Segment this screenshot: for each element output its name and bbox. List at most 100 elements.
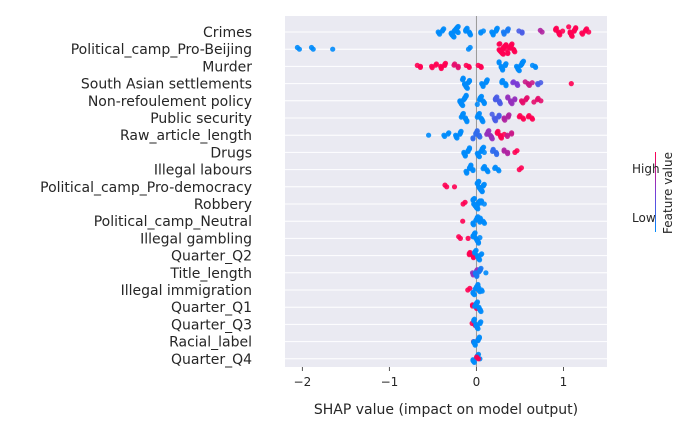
data-point	[481, 100, 487, 107]
data-point	[476, 334, 482, 340]
data-point	[526, 82, 533, 88]
data-point	[471, 316, 478, 322]
data-point	[494, 25, 500, 31]
data-point	[417, 64, 423, 70]
data-point	[429, 65, 435, 71]
data-point	[479, 251, 485, 257]
data-point	[475, 240, 482, 246]
data-point	[460, 75, 466, 81]
plot-area	[285, 16, 607, 367]
data-point	[490, 32, 496, 38]
data-point	[514, 148, 520, 154]
data-point	[473, 247, 479, 253]
data-point	[437, 31, 443, 37]
data-point	[451, 184, 458, 190]
data-point	[460, 218, 466, 224]
data-point	[454, 135, 460, 141]
x-axis-title: SHAP value (impact on model output)	[314, 402, 578, 418]
data-point	[467, 32, 474, 38]
data-point	[566, 24, 572, 30]
data-point	[481, 163, 488, 170]
data-point	[535, 82, 541, 88]
data-point	[479, 189, 485, 195]
data-point	[455, 23, 461, 30]
data-point	[466, 64, 472, 70]
data-point	[470, 167, 476, 174]
gridlines	[285, 31, 607, 360]
feature-label: Raw_article_length	[120, 128, 252, 144]
data-point	[490, 146, 496, 152]
data-point	[512, 96, 518, 102]
data-point	[478, 198, 485, 204]
data-point	[515, 82, 521, 88]
data-point	[503, 83, 509, 89]
points-layer	[294, 23, 592, 365]
data-point	[471, 292, 477, 298]
data-point	[524, 95, 530, 101]
data-point	[529, 116, 536, 122]
data-point	[476, 285, 482, 291]
feature-label: Political_camp_Neutral	[94, 214, 252, 230]
data-point	[505, 94, 511, 100]
data-point	[455, 65, 461, 71]
data-point	[533, 64, 539, 70]
data-point	[519, 30, 525, 36]
feature-label: Quarter_Q3	[171, 317, 252, 333]
data-point	[512, 49, 518, 55]
data-point	[474, 128, 480, 134]
feature-label: South Asian settlements	[81, 77, 252, 93]
data-point	[426, 132, 432, 138]
data-point	[531, 99, 537, 105]
data-point	[573, 25, 579, 31]
data-point	[476, 178, 482, 184]
feature-label: Political_camp_Pro-Beijing	[71, 42, 252, 58]
data-point	[553, 25, 560, 31]
data-point	[500, 51, 506, 57]
data-point	[471, 195, 477, 202]
data-point	[522, 79, 528, 85]
data-point	[466, 77, 473, 84]
feature-label: Title_length	[169, 266, 252, 282]
data-point	[505, 50, 511, 57]
data-point	[478, 308, 484, 315]
data-point	[480, 83, 486, 89]
data-point	[466, 145, 473, 151]
data-point	[442, 133, 448, 139]
data-point	[464, 85, 470, 91]
data-point	[500, 67, 506, 73]
data-point	[464, 25, 470, 31]
data-point	[509, 41, 515, 47]
data-point	[494, 94, 500, 100]
data-point	[446, 130, 452, 136]
data-point	[496, 168, 502, 174]
data-point	[496, 112, 502, 118]
data-point	[502, 117, 508, 123]
data-point	[438, 65, 444, 72]
data-point	[510, 79, 517, 85]
data-point	[496, 59, 502, 65]
feature-label: Illegal labours	[154, 163, 252, 179]
feature-label: Quarter_Q4	[171, 352, 252, 368]
data-point	[472, 342, 478, 348]
data-point	[520, 58, 527, 64]
data-point	[442, 182, 448, 188]
data-point	[489, 136, 495, 142]
data-point	[460, 110, 466, 117]
data-point	[483, 270, 489, 276]
data-point	[478, 93, 485, 99]
data-point	[465, 235, 471, 241]
data-point	[485, 169, 491, 175]
x-tick-label: −1	[381, 375, 399, 389]
data-point	[520, 116, 527, 122]
data-point	[497, 41, 503, 47]
feature-label: Quarter_Q1	[171, 300, 252, 316]
data-point	[479, 288, 485, 294]
data-point	[503, 61, 509, 67]
data-point	[481, 181, 487, 187]
data-point	[452, 61, 458, 67]
data-point	[520, 100, 526, 106]
data-point	[470, 255, 477, 261]
data-point	[476, 110, 482, 117]
data-point	[441, 26, 447, 32]
data-point	[462, 199, 468, 205]
